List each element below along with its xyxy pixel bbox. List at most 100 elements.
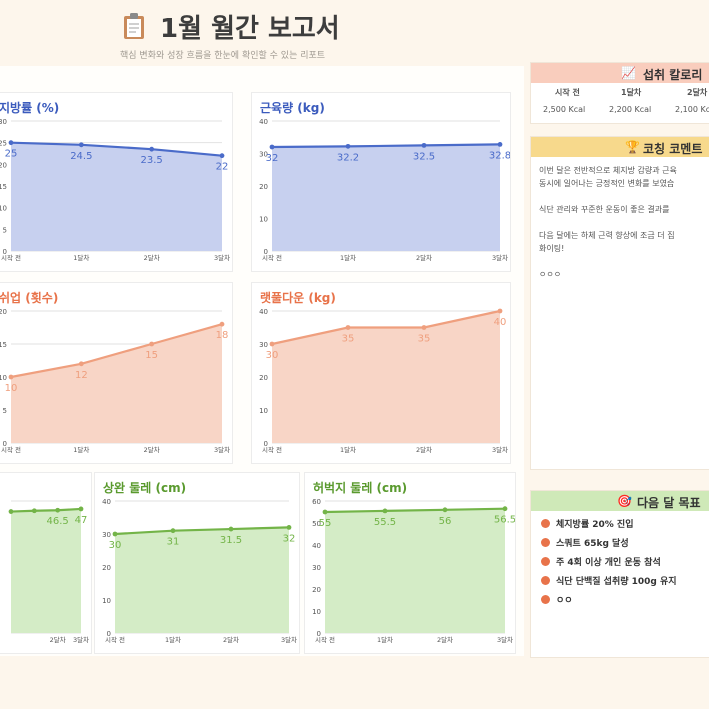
x-tick-label: 3달차 xyxy=(281,635,297,644)
chart-svg: 46.5 2달차 47 3달차 xyxy=(8,500,89,644)
chart-icon: 📈 xyxy=(621,66,636,80)
chart-title: 근육량 (kg) xyxy=(260,101,325,115)
y-tick-label: 20 xyxy=(312,586,321,594)
data-point xyxy=(219,321,225,327)
data-point xyxy=(55,507,61,513)
data-point xyxy=(322,509,328,515)
series-line xyxy=(10,507,82,513)
coaching-comment-line: 식단 관리와 꾸준한 운동이 좋은 결과를 xyxy=(539,205,670,214)
charts-panel: 지방률 (%) 0 5 10 15 20 25 30 25 시작 전 24.5 1달차 23.5 2달차 2… xyxy=(0,66,524,656)
series-line xyxy=(114,526,290,536)
y-tick-label: 0 xyxy=(317,630,321,638)
data-label: 46.5 xyxy=(47,516,69,527)
goal-bullet-icon xyxy=(541,576,550,585)
clipboard-icon xyxy=(124,13,144,39)
data-point xyxy=(8,374,14,380)
x-tick-label: 1달차 xyxy=(340,445,356,454)
x-tick-label: 3달차 xyxy=(214,445,230,454)
data-point xyxy=(31,508,37,514)
series-line xyxy=(10,323,223,379)
data-point xyxy=(228,526,234,532)
goal-item: 스쿼트 65kg 달성 xyxy=(541,536,629,550)
data-point xyxy=(8,140,14,146)
goal-item: 주 4회 이상 개인 운동 참석 xyxy=(541,555,661,569)
x-tick-label: 3달차 xyxy=(73,635,89,644)
chart-svg: 0 10 20 30 40 30 시작 전 35 1달차 35 2달차 40 3달차 xyxy=(259,308,508,454)
data-label: 23.5 xyxy=(141,155,163,166)
series-line xyxy=(324,507,506,514)
x-tick-label: 시작 전 xyxy=(105,635,125,644)
goal-item-label: 체지방률 20% 진입 xyxy=(556,520,634,530)
bodyfat-chart-card: 지방률 (%) 0 5 10 15 20 25 30 25 시작 전 24.5 1달차 23.5 2달차 2… xyxy=(0,92,233,272)
data-point xyxy=(112,531,118,537)
data-point xyxy=(345,325,351,330)
data-label: 55.5 xyxy=(374,517,396,528)
x-tick-label: 2달차 xyxy=(416,253,432,262)
y-tick-label: 0 xyxy=(3,440,7,448)
x-tick-label: 1달차 xyxy=(73,445,89,454)
x-tick-label: 1달차 xyxy=(340,253,356,262)
series-line xyxy=(271,309,501,346)
data-point xyxy=(442,507,448,513)
y-tick-label: 50 xyxy=(312,520,321,528)
data-label: 32 xyxy=(283,533,296,544)
y-tick-label: 10 xyxy=(0,205,7,213)
y-tick-label: 40 xyxy=(102,498,111,506)
y-tick-label: 20 xyxy=(102,564,111,572)
x-tick-label: 시작 전 xyxy=(315,635,335,644)
chest-chart-card: 46.5 2달차 47 3달차 xyxy=(0,472,92,654)
x-tick-label: 2달차 xyxy=(144,445,160,454)
calorie-value-cell: 2,200 Kcal xyxy=(609,105,652,114)
y-tick-label: 0 xyxy=(264,440,268,448)
y-tick-label: 20 xyxy=(259,374,268,382)
pullup-chart-card: 쉬업 (횟수) 0 5 10 15 20 10 시작 전 12 1달차 15 2달차 18 3달차 xyxy=(0,282,233,464)
calorie-value-cell: 2,100 Kcal xyxy=(675,105,709,114)
data-point xyxy=(78,361,84,367)
chart-title: 쉬업 (횟수) xyxy=(0,291,59,305)
chart-svg: 0 5 10 15 20 10 시작 전 12 1달차 15 2달차 18 3달차 xyxy=(0,308,230,454)
x-tick-label: 시작 전 xyxy=(262,253,282,262)
y-tick-label: 60 xyxy=(312,498,321,506)
y-tick-label: 10 xyxy=(0,374,7,382)
x-tick-label: 3달차 xyxy=(492,253,508,262)
y-tick-label: 10 xyxy=(259,216,268,224)
thigh-chart-card: 허벅지 둘레 (cm) 0 10 20 30 40 50 60 55 시작 전 55.5 1달차 56 2… xyxy=(304,472,516,654)
goal-item: ㅇㅇ xyxy=(541,593,573,607)
area-fill xyxy=(325,508,505,633)
goal-bullet-icon xyxy=(541,538,550,547)
y-tick-label: 30 xyxy=(259,151,268,159)
y-tick-label: 20 xyxy=(0,308,7,316)
report-header: 1월 월간 보고서 핵심 변화와 성장 흐름을 한눈에 확인할 수 있는 리포트 xyxy=(0,0,709,62)
x-tick-label: 3달차 xyxy=(214,253,230,262)
x-tick-label: 1달차 xyxy=(377,635,393,644)
y-tick-label: 5 xyxy=(3,226,7,234)
chart-title: 상완 둘레 (cm) xyxy=(103,481,187,495)
calorie-header-cell: 2달차 xyxy=(687,88,708,97)
muscle-chart-card: 근육량 (kg) 0 10 20 30 40 32 시작 전 32.2 1달차 32.5 2달차 32.… xyxy=(251,92,511,272)
data-point xyxy=(269,341,275,347)
data-point xyxy=(269,144,275,150)
y-tick-label: 0 xyxy=(264,248,268,256)
data-point xyxy=(78,142,84,148)
goal-item-label: 주 4회 이상 개인 운동 참석 xyxy=(556,558,661,568)
goals-panel: 🎯 다음 달 목표 체지방률 20% 진입 스쿼트 65kg 달성 주 4회 이상 … xyxy=(530,490,709,658)
y-tick-label: 0 xyxy=(107,630,111,638)
data-label: 35 xyxy=(418,334,431,345)
coaching-panel: 🏆 코칭 코멘트 이번 달은 전반적으로 체지방 감량과 근육 동시에 일어나는 … xyxy=(530,136,709,470)
calorie-panel: 📈 섭취 칼로리 시작 전 1달차 2달차 2,500 Kcal 2,200 K… xyxy=(530,62,709,124)
goals-title: 다음 달 목표 xyxy=(637,496,701,510)
calorie-header: 📈 섭취 칼로리 xyxy=(531,63,709,83)
x-tick-label: 시작 전 xyxy=(1,445,21,454)
x-tick-label: 2달차 xyxy=(437,635,453,644)
data-label: 32.2 xyxy=(337,152,359,163)
data-label: 55 xyxy=(319,518,332,529)
data-label: 35 xyxy=(342,334,355,345)
x-tick-label: 2달차 xyxy=(416,445,432,454)
chart-title: 지방률 (%) xyxy=(0,101,60,115)
x-tick-label: 3달차 xyxy=(492,445,508,454)
data-label: 32.5 xyxy=(413,151,435,162)
data-point xyxy=(497,308,503,314)
data-point xyxy=(497,142,503,147)
data-point xyxy=(8,509,14,514)
data-label: 10 xyxy=(5,383,18,394)
